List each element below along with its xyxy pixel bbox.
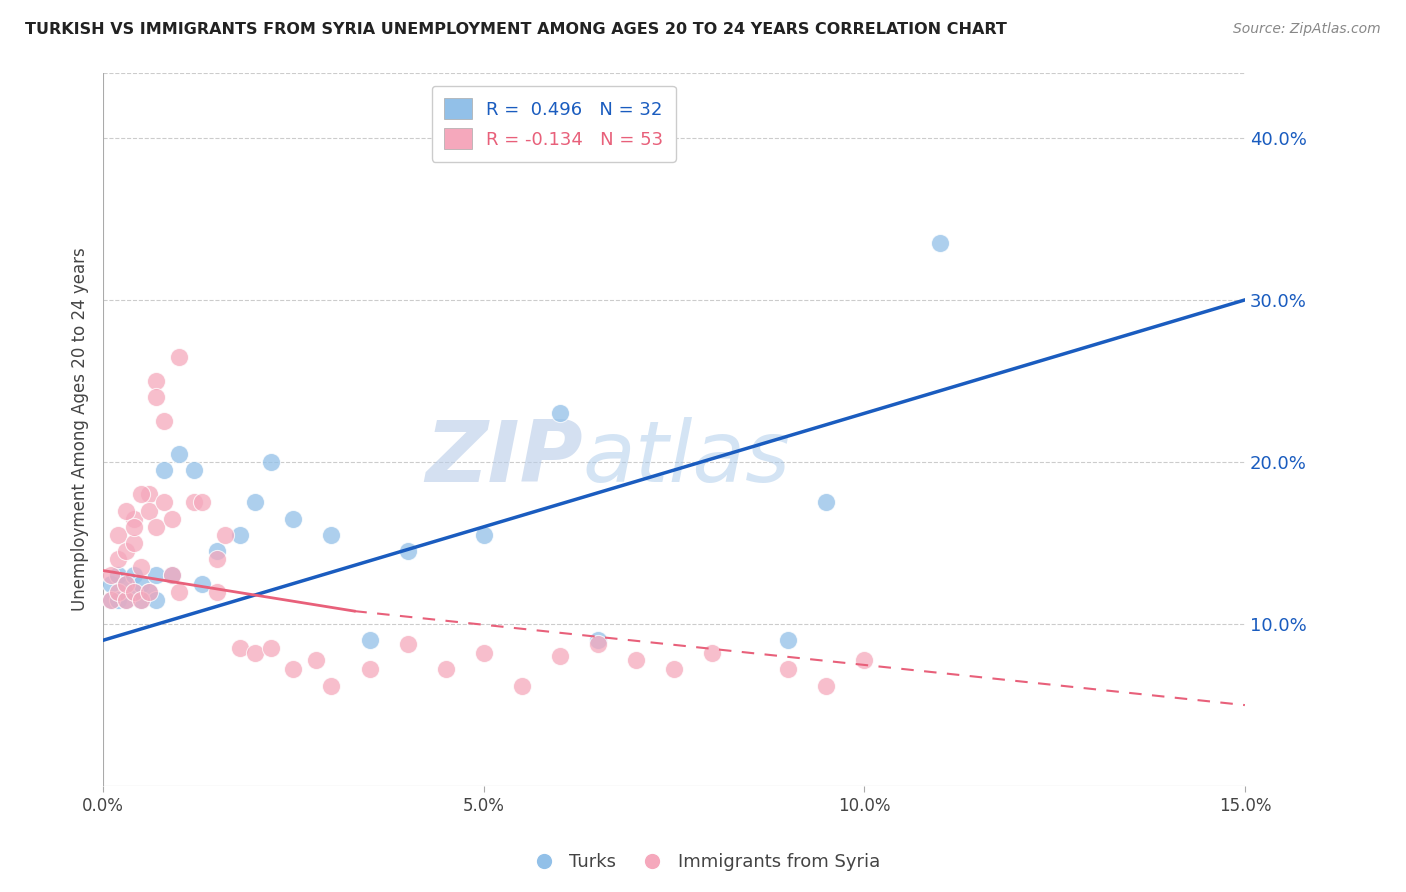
Point [122, 512, 145, 526]
Point [115, 592, 138, 607]
Point [305, 653, 328, 667]
Point [129, 560, 152, 574]
Text: atlas: atlas [582, 417, 790, 500]
Point [129, 576, 152, 591]
Y-axis label: Unemployment Among Ages 20 to 24 years: Unemployment Among Ages 20 to 24 years [72, 248, 89, 611]
Point [191, 576, 214, 591]
Point [145, 520, 167, 534]
Point [153, 463, 176, 477]
Point [122, 584, 145, 599]
Point [662, 662, 685, 676]
Point [115, 592, 138, 607]
Point [472, 646, 495, 660]
Point [138, 487, 160, 501]
Text: ZIP: ZIP [425, 417, 582, 500]
Point [145, 390, 167, 404]
Point [145, 592, 167, 607]
Point [624, 653, 647, 667]
Point [138, 503, 160, 517]
Point [259, 641, 281, 656]
Point [815, 679, 838, 693]
Point [122, 536, 145, 550]
Point [167, 447, 190, 461]
Point [245, 495, 267, 509]
Point [145, 374, 167, 388]
Point [107, 584, 129, 599]
Point [359, 633, 381, 648]
Point [122, 584, 145, 599]
Point [167, 350, 190, 364]
Point [207, 544, 229, 558]
Point [100, 568, 122, 582]
Point [472, 528, 495, 542]
Point [214, 528, 236, 542]
Point [586, 633, 609, 648]
Point [548, 649, 571, 664]
Point [107, 528, 129, 542]
Point [167, 584, 190, 599]
Point [122, 568, 145, 582]
Point [191, 495, 214, 509]
Point [359, 662, 381, 676]
Point [815, 495, 838, 509]
Point [153, 414, 176, 428]
Point [259, 455, 281, 469]
Point [122, 520, 145, 534]
Point [115, 576, 138, 591]
Point [100, 576, 122, 591]
Point [129, 487, 152, 501]
Point [229, 528, 252, 542]
Point [548, 406, 571, 420]
Point [434, 662, 457, 676]
Legend: R =  0.496   N = 32, R = -0.134   N = 53: R = 0.496 N = 32, R = -0.134 N = 53 [432, 86, 676, 161]
Point [245, 646, 267, 660]
Point [283, 662, 305, 676]
Point [778, 662, 800, 676]
Point [160, 568, 183, 582]
Text: Source: ZipAtlas.com: Source: ZipAtlas.com [1233, 22, 1381, 37]
Point [183, 463, 205, 477]
Point [853, 653, 876, 667]
Point [229, 641, 252, 656]
Point [396, 636, 419, 650]
Point [586, 636, 609, 650]
Point [107, 568, 129, 582]
Point [207, 584, 229, 599]
Point [107, 552, 129, 566]
Text: TURKISH VS IMMIGRANTS FROM SYRIA UNEMPLOYMENT AMONG AGES 20 TO 24 YEARS CORRELAT: TURKISH VS IMMIGRANTS FROM SYRIA UNEMPLO… [25, 22, 1007, 37]
Point [283, 512, 305, 526]
Legend: Turks, Immigrants from Syria: Turks, Immigrants from Syria [519, 847, 887, 879]
Point [145, 568, 167, 582]
Point [929, 236, 952, 251]
Point [115, 544, 138, 558]
Point [321, 528, 343, 542]
Point [160, 568, 183, 582]
Point [321, 679, 343, 693]
Point [160, 512, 183, 526]
Point [115, 576, 138, 591]
Point [115, 503, 138, 517]
Point [778, 633, 800, 648]
Point [129, 592, 152, 607]
Point [510, 679, 533, 693]
Point [183, 495, 205, 509]
Point [129, 592, 152, 607]
Point [138, 584, 160, 599]
Point [100, 592, 122, 607]
Point [396, 544, 419, 558]
Point [207, 552, 229, 566]
Point [153, 495, 176, 509]
Point [100, 592, 122, 607]
Point [107, 592, 129, 607]
Point [138, 584, 160, 599]
Point [700, 646, 723, 660]
